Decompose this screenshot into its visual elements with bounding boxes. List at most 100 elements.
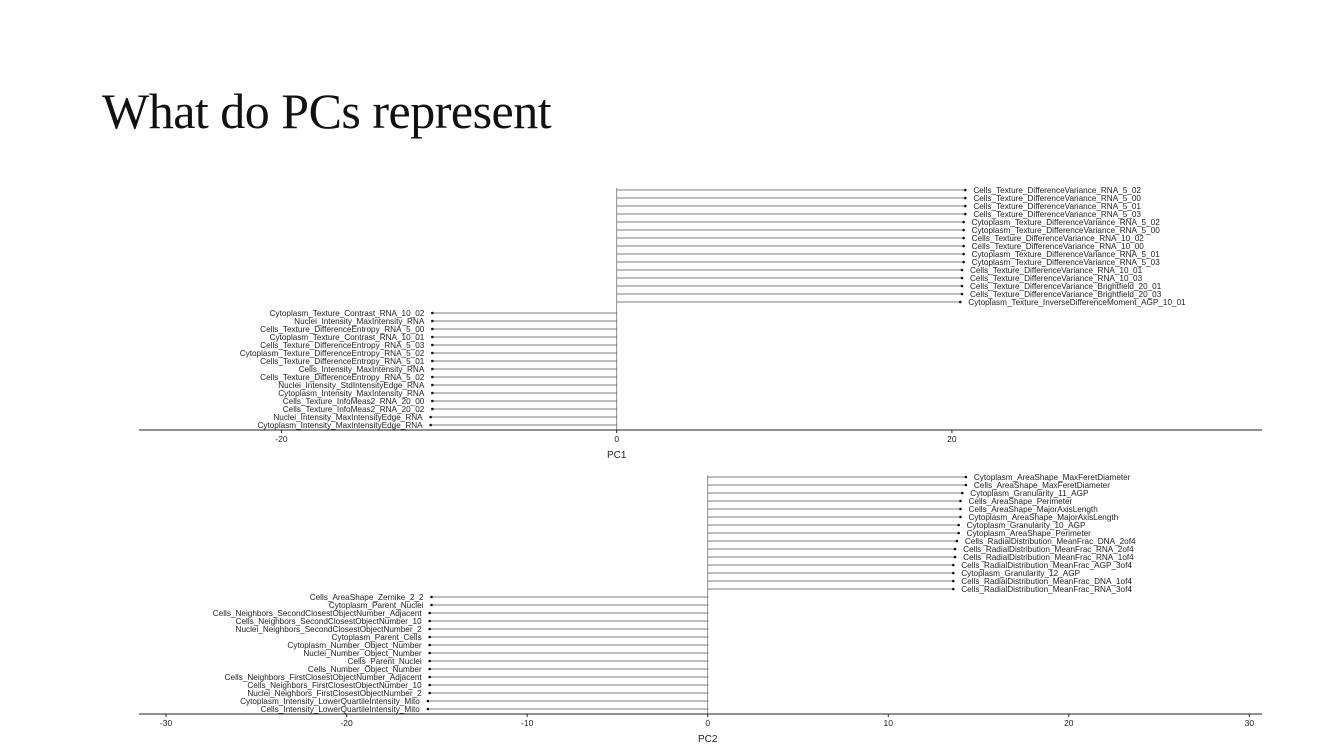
pc2-loadings-chart: Cytoplasm_AreaShape_MaxFeretDiameterCell… [139,473,1262,745]
feature-label: Cells_AreaShape_MaxFeretDiameter [974,481,1110,490]
feature-label: Cytoplasm_Number_Object_Number [287,641,422,650]
feature-label: Cells_AreaShape_Perimeter [968,497,1072,506]
feature-label: Cells_Texture_DifferenceEntropy_RNA_5_02 [260,373,425,382]
loading-point [426,699,430,703]
loading-point [951,571,955,575]
feature-label: Cells_Texture_DifferenceVariance_RNA_5_0… [973,202,1141,211]
loading-point [959,507,962,511]
feature-label: Cytoplasm_Intensity_MaxIntensity_RNA [278,389,425,398]
x-tick-label: -30 [160,718,173,728]
x-tick-label: 20 [947,434,957,444]
feature-label: Cells_RadialDistribution_MeanFrac_RNA_3o… [961,585,1132,594]
loading-point [951,563,955,567]
loading-point [431,343,434,347]
feature-label: Cells_AreaShape_Zernike_2_2 [310,593,424,602]
feature-label: Cells_Texture_InfoMeas2_RNA_20_00 [283,397,425,406]
feature-label: Cytoplasm_Granularity_12_AGP [961,569,1080,578]
loading-point [428,627,431,631]
loading-point [428,619,431,623]
feature-label: Cells_RadialDistribution_MeanFrac_RNA_2o… [963,545,1134,554]
loading-point [430,595,433,599]
feature-label: Cells_Neighbors_FirstClosestObjectNumber… [225,673,423,682]
loading-point [428,667,431,671]
loading-point [429,415,432,419]
feature-label: Cells_Texture_DifferenceVariance_RNA_5_0… [973,210,1141,219]
x-tick-label: -10 [521,718,534,728]
feature-label: Nuclei_Neighbors_FirstClosestObjectNumbe… [247,689,422,698]
x-tick-label: 0 [705,718,710,728]
feature-label: Cytoplasm_AreaShape_MaxFeretDiameter [974,473,1131,482]
feature-label: Cells_Number_Object_Number [308,665,422,674]
loading-point [964,212,967,216]
feature-label: Cytoplasm_Texture_DifferenceEntropy_RNA_… [240,349,425,358]
feature-label: Cytoplasm_Texture_DifferenceVariance_RNA… [972,258,1161,267]
loading-point [960,268,964,272]
feature-label: Cells_Intensity_MaxIntensity_RNA [299,365,425,374]
feature-label: Cells_Texture_DifferenceVariance_RNA_5_0… [973,194,1141,203]
feature-label: Cytoplasm_Intensity_MaxIntensityEdge_RNA [257,421,423,430]
loading-point [431,359,434,363]
x-tick-label: 0 [614,434,619,444]
loading-point [962,244,965,248]
loading-point [431,311,434,315]
loading-point [962,228,965,232]
loading-point [431,319,434,323]
loading-point [960,292,964,296]
feature-label: Cells_Texture_DifferenceVariance_Brightf… [970,282,1162,291]
feature-label: Cells_Texture_DifferenceEntropy_RNA_5_03 [260,341,425,350]
loading-point [960,276,964,280]
loading-point [431,399,434,403]
loading-point [953,555,957,559]
loading-point [431,335,434,339]
loading-point [953,547,957,551]
feature-label: Cells_Texture_DifferenceVariance_RNA_10_… [972,234,1145,243]
feature-label: Nuclei_Neighbors_SecondClosestObjectNumb… [236,625,423,634]
feature-label: Cytoplasm_Texture_InverseDifferenceMomen… [968,298,1186,307]
x-tick-label: 30 [1245,718,1255,728]
loading-point [955,539,959,543]
loading-point [964,204,967,208]
x-tick-label: -20 [340,718,353,728]
feature-label: Cells_Neighbors_SecondClosestObjectNumbe… [236,617,423,626]
loading-point [428,651,431,655]
loading-point [431,407,434,411]
feature-label: Cells_Intensity_LowerQuartileIntensity_M… [261,705,421,714]
x-tick-label: -20 [275,434,288,444]
loading-point [962,220,965,224]
pc1-loadings-chart: Cells_Texture_DifferenceVariance_RNA_5_0… [139,186,1262,461]
loading-point [431,383,434,387]
x-axis-label: PC2 [698,734,718,745]
loading-point [428,675,431,679]
feature-label: Cells_Texture_DifferenceEntropy_RNA_5_01 [260,357,425,366]
loading-point [964,475,968,479]
feature-label: Cells_RadialDistribution_MeanFrac_DNA_1o… [961,577,1132,586]
loading-point [962,236,965,240]
loading-point [951,587,955,591]
feature-label: Nuclei_Intensity_MaxIntensityEdge_RNA [273,413,423,422]
loading-point [431,375,434,379]
feature-label: Cytoplasm_AreaShape_Perimeter [967,529,1092,538]
feature-label: Cytoplasm_Parent_Cells [332,633,422,642]
loading-point [962,260,965,264]
x-tick-label: 20 [1064,718,1074,728]
loading-point [960,491,964,495]
loading-point [428,611,431,615]
feature-label: Cytoplasm_Granularity_10_AGP [967,521,1086,530]
feature-label: Cytoplasm_Granularity_11_AGP [970,489,1089,498]
loading-point [958,300,962,304]
loading-point [959,515,962,519]
loading-point [428,659,431,663]
loading-point [964,196,967,200]
feature-label: Cytoplasm_Texture_DifferenceVariance_RNA… [972,250,1161,259]
loading-point [964,483,968,487]
feature-label: Cytoplasm_Texture_Contrast_RNA_10_02 [270,309,425,318]
feature-label: Cells_AreaShape_MajorAxisLength [968,505,1098,514]
feature-label: Cells_Neighbors_SecondClosestObjectNumbe… [213,609,423,618]
loading-point [964,188,967,192]
loading-point [431,351,434,355]
loading-point [959,499,962,503]
feature-label: Cells_Texture_InfoMeas2_RNA_20_02 [283,405,425,414]
loading-point [431,391,434,395]
feature-label: Cells_RadialDistribution_MeanFrac_AGP_3o… [961,561,1132,570]
feature-label: Nuclei_Intensity_StdIntensityEdge_RNA [278,381,425,390]
